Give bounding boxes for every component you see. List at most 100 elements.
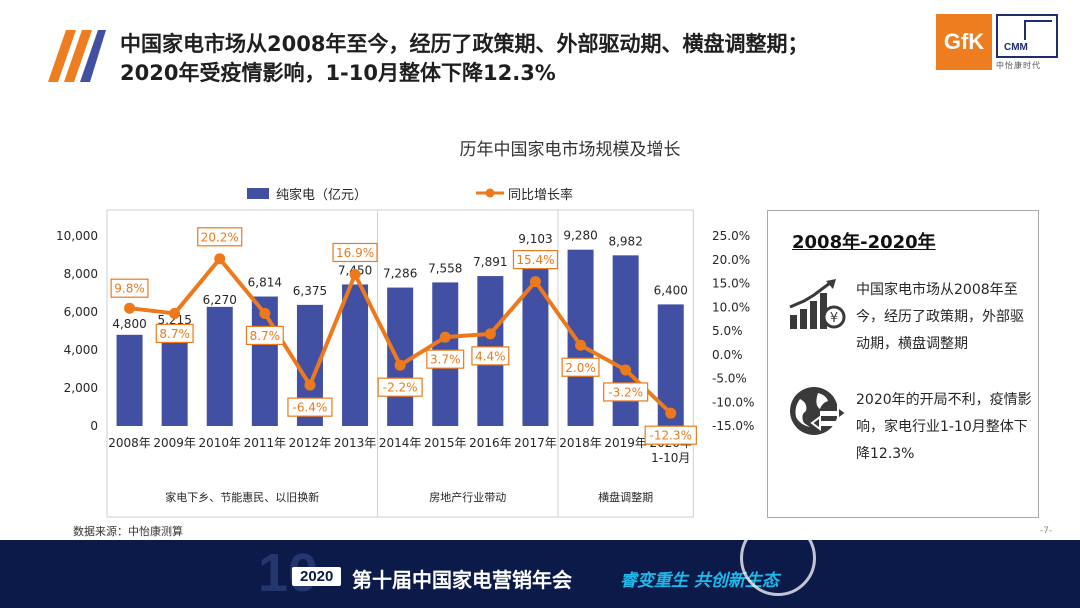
data-source-note: 数据来源：中怡康测算: [73, 525, 183, 538]
page-number: -7-: [1040, 526, 1053, 536]
growth-rate-point: [575, 339, 587, 351]
growth-rate-point: [620, 364, 632, 376]
y-left-tick-label: 4,000: [64, 343, 98, 357]
growth-label: 3.7%: [430, 353, 461, 367]
x-tick-label: 2010年: [198, 436, 241, 450]
y-left-tick-label: 0: [90, 419, 98, 433]
bar-value-label: 7,891: [473, 255, 507, 269]
bar-value-label: 4,800: [112, 317, 146, 331]
legend-swatch-bar: [247, 188, 269, 199]
legend-label-bar: 纯家电（亿元）: [276, 187, 367, 203]
bar-2014年: [387, 287, 414, 426]
x-tick-label: 2019年: [604, 436, 647, 450]
growth-label: 15.4%: [516, 253, 554, 267]
y-right-tick-label: 10.0%: [712, 300, 750, 314]
y-right-tick-label: 20.0%: [712, 253, 750, 267]
x-tick-label: 2012年: [289, 436, 332, 450]
banner-ring-decoration: [740, 540, 816, 596]
info-point-1: 中国家电市场从2008年至今，经历了政策期，外部驱动期，横盘调整期: [856, 282, 1024, 352]
growth-label-box: [332, 242, 378, 263]
growth-label: -6.4%: [293, 401, 328, 415]
bar-2008年: [116, 334, 143, 426]
bar-value-label: 9,280: [563, 229, 597, 243]
bar-value-label: 7,286: [383, 267, 417, 281]
growth-label: -3.2%: [608, 385, 643, 399]
growth-label: 4.4%: [475, 349, 506, 363]
growth-label-box: [561, 357, 600, 377]
growth-label-box: [155, 323, 194, 344]
banner-slogan: 睿变重生 共创新生态: [620, 571, 779, 591]
growth-label-box: [110, 278, 149, 298]
title-stripes-decoration: [48, 30, 106, 82]
y-right-tick-label: 0.0%: [712, 348, 743, 362]
info-heading: 2008年-2020年: [792, 232, 936, 253]
y-right-tick-label: -10.0%: [712, 395, 754, 409]
bar-value-label: 6,400: [654, 283, 688, 297]
period-label: 横盘调整期: [598, 490, 653, 504]
x-tick-label: 2013年: [334, 436, 377, 450]
growth-label: -2.2%: [383, 381, 418, 395]
bar-value-label: 7,558: [428, 261, 462, 275]
bar-2018年: [567, 249, 594, 426]
growth-label: 2.0%: [565, 361, 596, 375]
info-point-2: 2020年的开局不利，疫情影响，家电行业1-10月整体下降12.3%: [856, 392, 1032, 462]
cmm-logo: CMM: [996, 14, 1058, 58]
y-right-tick-label: -15.0%: [712, 419, 754, 433]
globe-transfer-icon: [790, 387, 846, 435]
bar-value-label: 8,982: [608, 234, 642, 248]
chart-title: 历年中国家电市场规模及增长: [459, 140, 681, 160]
page-title: 中国家电市场从2008年至今，经历了政策期、外部驱动期、横盘调整期； 2020年…: [120, 30, 920, 88]
growth-rate-point: [394, 359, 406, 371]
conference-banner: 10 2020 第十届中国家电营销年会 睿变重生 共创新生态: [0, 540, 1080, 608]
x-tick-label: 2008年: [108, 436, 151, 450]
y-left-tick-label: 2,000: [64, 381, 98, 395]
growth-rate-point: [529, 276, 541, 288]
growth-rate-point: [214, 253, 226, 265]
bar-2013年: [342, 284, 369, 426]
y-right-tick-label: -5.0%: [712, 372, 747, 386]
cmm-logo-text: CMM: [1004, 42, 1028, 53]
chart-plot-frame: [106, 209, 694, 518]
x-tick-label: 2009年: [153, 436, 196, 450]
growth-label-box: [377, 377, 423, 397]
growth-label: 9.8%: [114, 282, 145, 296]
banner-year: 2020: [292, 567, 342, 586]
y-left-tick-label: 8,000: [64, 267, 98, 281]
growth-rate-point: [169, 307, 181, 319]
cmm-logo-subtitle: 中怡康时代: [996, 61, 1041, 70]
growth-label-box: [603, 382, 649, 402]
x-tick-label: 2015年: [424, 436, 467, 450]
growth-label-box: [471, 346, 510, 366]
x-tick-label: 2017年: [514, 436, 557, 450]
period-label: 房地产行业带动: [429, 490, 506, 504]
x-tick-label: 2011年: [244, 436, 287, 450]
growth-label-box: [245, 325, 284, 346]
y-right-tick-label: 5.0%: [712, 324, 743, 338]
bar-value-label: 5,215: [157, 313, 191, 327]
bar-value-label: 6,270: [203, 293, 237, 307]
market-size-chart: 家电下乡、节能惠民、以旧换新 房地产行业带动 横盘调整期 0 2,000 4,000 6,0…: [56, 187, 754, 518]
bar-value-label: 6,814: [248, 276, 282, 290]
period-label: 家电下乡、节能惠民、以旧换新: [165, 490, 319, 504]
bar-2009年: [161, 326, 188, 426]
growth-label: 20.2%: [201, 230, 239, 244]
growth-label-box: [197, 227, 243, 247]
growth-chart-icon: ¥: [789, 279, 846, 329]
growth-rate-point: [665, 407, 677, 419]
y-right-tick-label: 15.0%: [712, 277, 750, 291]
growth-label-box: [644, 425, 697, 445]
y-right-tick-label: 25.0%: [712, 229, 750, 243]
legend-label-line: 同比增长率: [508, 187, 573, 203]
growth-rate-point: [124, 302, 136, 314]
info-box: 2008年-2020年 ¥ 中国家电市场从2008年至今，经历了政策期，外部驱动…: [767, 210, 1039, 518]
bar-2010年: [206, 306, 233, 426]
growth-rate-point: [304, 379, 316, 391]
y-left-tick-label: 10,000: [56, 229, 98, 243]
growth-rate-point: [439, 331, 451, 343]
gfk-logo: GfK: [936, 14, 992, 70]
growth-label-box: [287, 397, 333, 417]
growth-rate-point: [484, 328, 496, 340]
bar-value-label: 6,375: [293, 284, 327, 298]
growth-label-box: [426, 349, 465, 369]
growth-label: -12.3%: [650, 429, 692, 443]
